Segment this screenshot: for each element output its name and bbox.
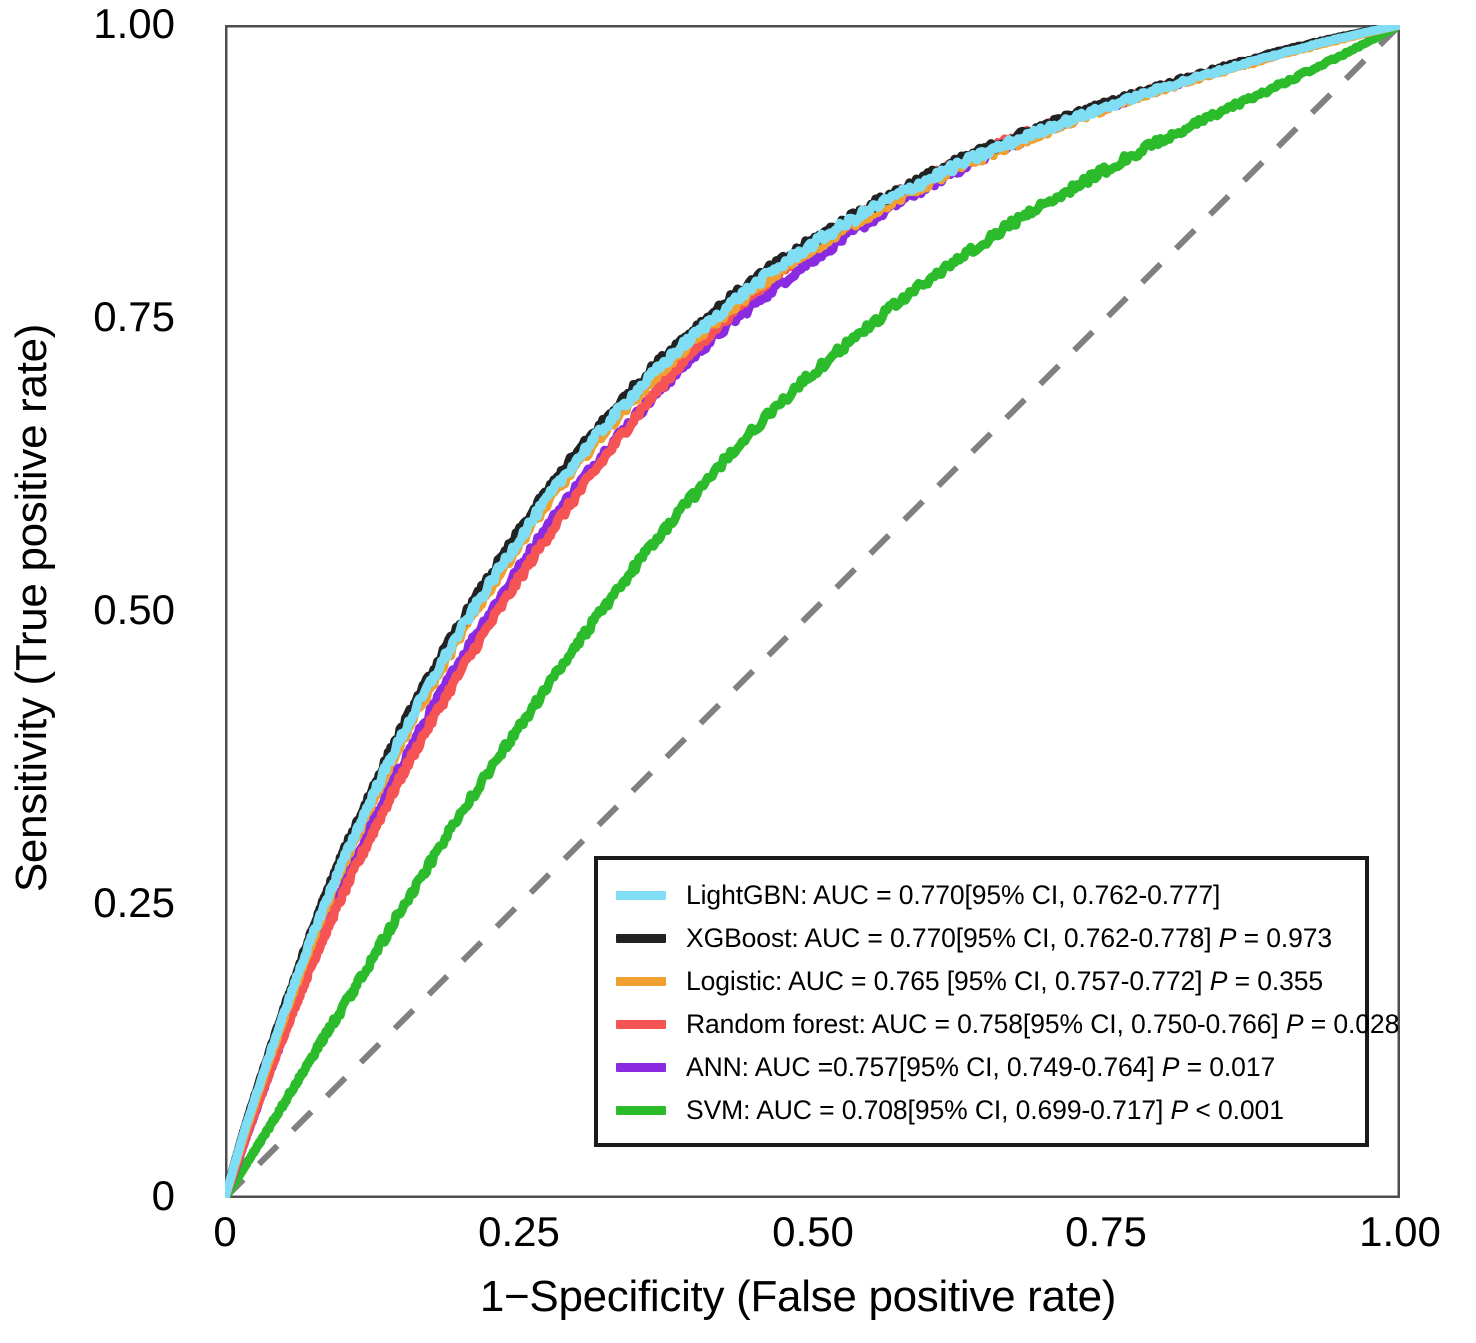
legend-swatch-logistic (616, 977, 666, 986)
x-tick-label-0.50: 0.50 (772, 1208, 854, 1255)
legend-label-lightgbn: LightGBN: AUC = 0.770[95% CI, 0.762-0.77… (686, 880, 1221, 910)
legend-label-ann: ANN: AUC =0.757[95% CI, 0.749-0.764] P =… (686, 1052, 1276, 1082)
y-tick-label-1.00: 1.00 (93, 0, 175, 47)
legend-swatch-svm (616, 1106, 666, 1115)
roc-curve-lightgbn (225, 25, 1400, 1198)
x-tick-label-0.25: 0.25 (478, 1208, 560, 1255)
legend-item: Logistic: AUC = 0.765 [95% CI, 0.757-0.7… (598, 960, 1365, 1003)
y-tick-label-0.25: 0.25 (93, 879, 175, 926)
legend-item: ANN: AUC =0.757[95% CI, 0.749-0.764] P =… (598, 1046, 1365, 1089)
legend-item: Random forest: AUC = 0.758[95% CI, 0.750… (598, 1003, 1399, 1046)
legend: LightGBN: AUC = 0.770[95% CI, 0.762-0.77… (594, 856, 1399, 1147)
x-axis-title: 1−Specificity (False positive rate) (479, 1272, 1117, 1321)
plot-area (225, 25, 1400, 1198)
y-tick-label-0.75: 0.75 (93, 293, 175, 340)
legend-item: XGBoost: AUC = 0.770[95% CI, 0.762-0.778… (598, 917, 1365, 960)
roc-curve-lines (225, 25, 1400, 1198)
legend-swatch-xgboost (616, 934, 666, 943)
x-tick-label-0: 0 (213, 1208, 237, 1255)
legend-label-random-forest: Random forest: AUC = 0.758[95% CI, 0.750… (686, 1009, 1400, 1039)
legend-label-logistic: Logistic: AUC = 0.765 [95% CI, 0.757-0.7… (686, 966, 1324, 996)
legend-label-xgboost: XGBoost: AUC = 0.770[95% CI, 0.762-0.778… (686, 923, 1333, 953)
legend-label-svm: SVM: AUC = 0.708[95% CI, 0.699-0.717] P … (686, 1095, 1284, 1125)
chance-diagonal-line (225, 25, 1400, 1198)
x-tick-label-1.00: 1.00 (1359, 1208, 1441, 1255)
chance-diagonal (225, 25, 1400, 1198)
legend-swatch-ann (616, 1063, 666, 1072)
x-tick-label-0.75: 0.75 (1065, 1208, 1147, 1255)
y-tick-label-0: 0 (151, 1172, 175, 1219)
y-tick-label-0.50: 0.50 (93, 586, 175, 633)
roc-curves-svg (225, 25, 1400, 1198)
roc-curve-svm (225, 25, 1400, 1198)
legend-item: SVM: AUC = 0.708[95% CI, 0.699-0.717] P … (598, 1089, 1365, 1132)
legend-swatch-lightgbn (616, 891, 666, 900)
legend-swatch-random-forest (616, 1020, 666, 1029)
legend-item: LightGBN: AUC = 0.770[95% CI, 0.762-0.77… (598, 874, 1365, 917)
